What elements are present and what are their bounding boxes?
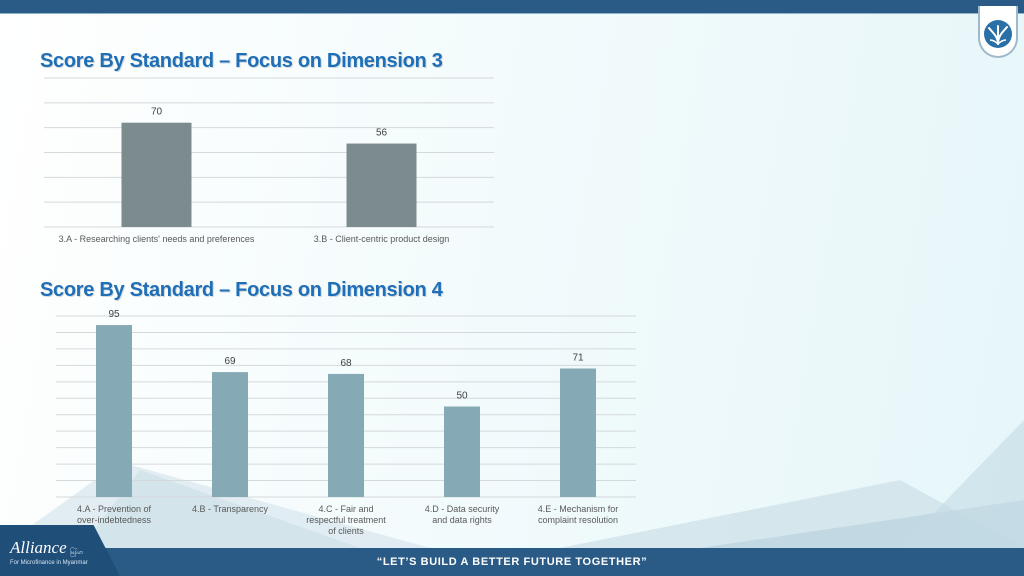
footer-bar	[0, 548, 1024, 576]
dimension3-title: Score By Standard – Focus on Dimension 3	[40, 50, 443, 72]
category-label: over-indebtedness	[77, 515, 152, 525]
data-label: 95	[108, 309, 120, 320]
category-label: 4.A - Prevention of	[77, 504, 152, 514]
logo-wordmark: Alliance	[10, 538, 67, 557]
footer-tagline: “LET’S BUILD A BETTER FUTURE TOGETHER”	[376, 556, 648, 568]
bar	[444, 406, 480, 497]
bar	[346, 143, 417, 227]
category-label: 3.B - Client-centric product design	[314, 234, 450, 244]
logo-subtitle: For Microfinance in Myanmar	[10, 560, 88, 566]
bar	[121, 122, 192, 227]
category-label: 4.C - Fair and	[318, 504, 373, 514]
category-label: respectful treatment	[306, 515, 386, 525]
category-label: 4.B - Transparency	[192, 504, 269, 514]
top-divider	[0, 13, 1024, 14]
category-label: of clients	[328, 526, 364, 536]
category-label: 3.A - Researching clients' needs and pre…	[59, 234, 255, 244]
bar	[212, 372, 248, 497]
data-label: 50	[456, 391, 468, 402]
data-label: 71	[572, 352, 584, 363]
data-label: 69	[224, 356, 236, 367]
rice-plant-icon	[984, 20, 1012, 48]
category-label: 4.E - Mechanism for	[538, 504, 619, 514]
top-bar	[0, 0, 1024, 13]
data-label: 70	[151, 107, 163, 118]
bar	[96, 325, 132, 497]
data-label: 56	[376, 128, 388, 139]
category-label: 4.D - Data security	[425, 504, 500, 514]
data-label: 68	[340, 358, 352, 369]
logo-local-text: မြန်မာ	[70, 550, 84, 556]
bar	[560, 368, 596, 497]
logo-badge	[978, 6, 1018, 58]
bar	[328, 373, 364, 497]
category-label: and data rights	[432, 515, 492, 525]
category-label: complaint resolution	[538, 515, 618, 525]
dimension4-title: Score By Standard – Focus on Dimension 4	[40, 279, 443, 301]
